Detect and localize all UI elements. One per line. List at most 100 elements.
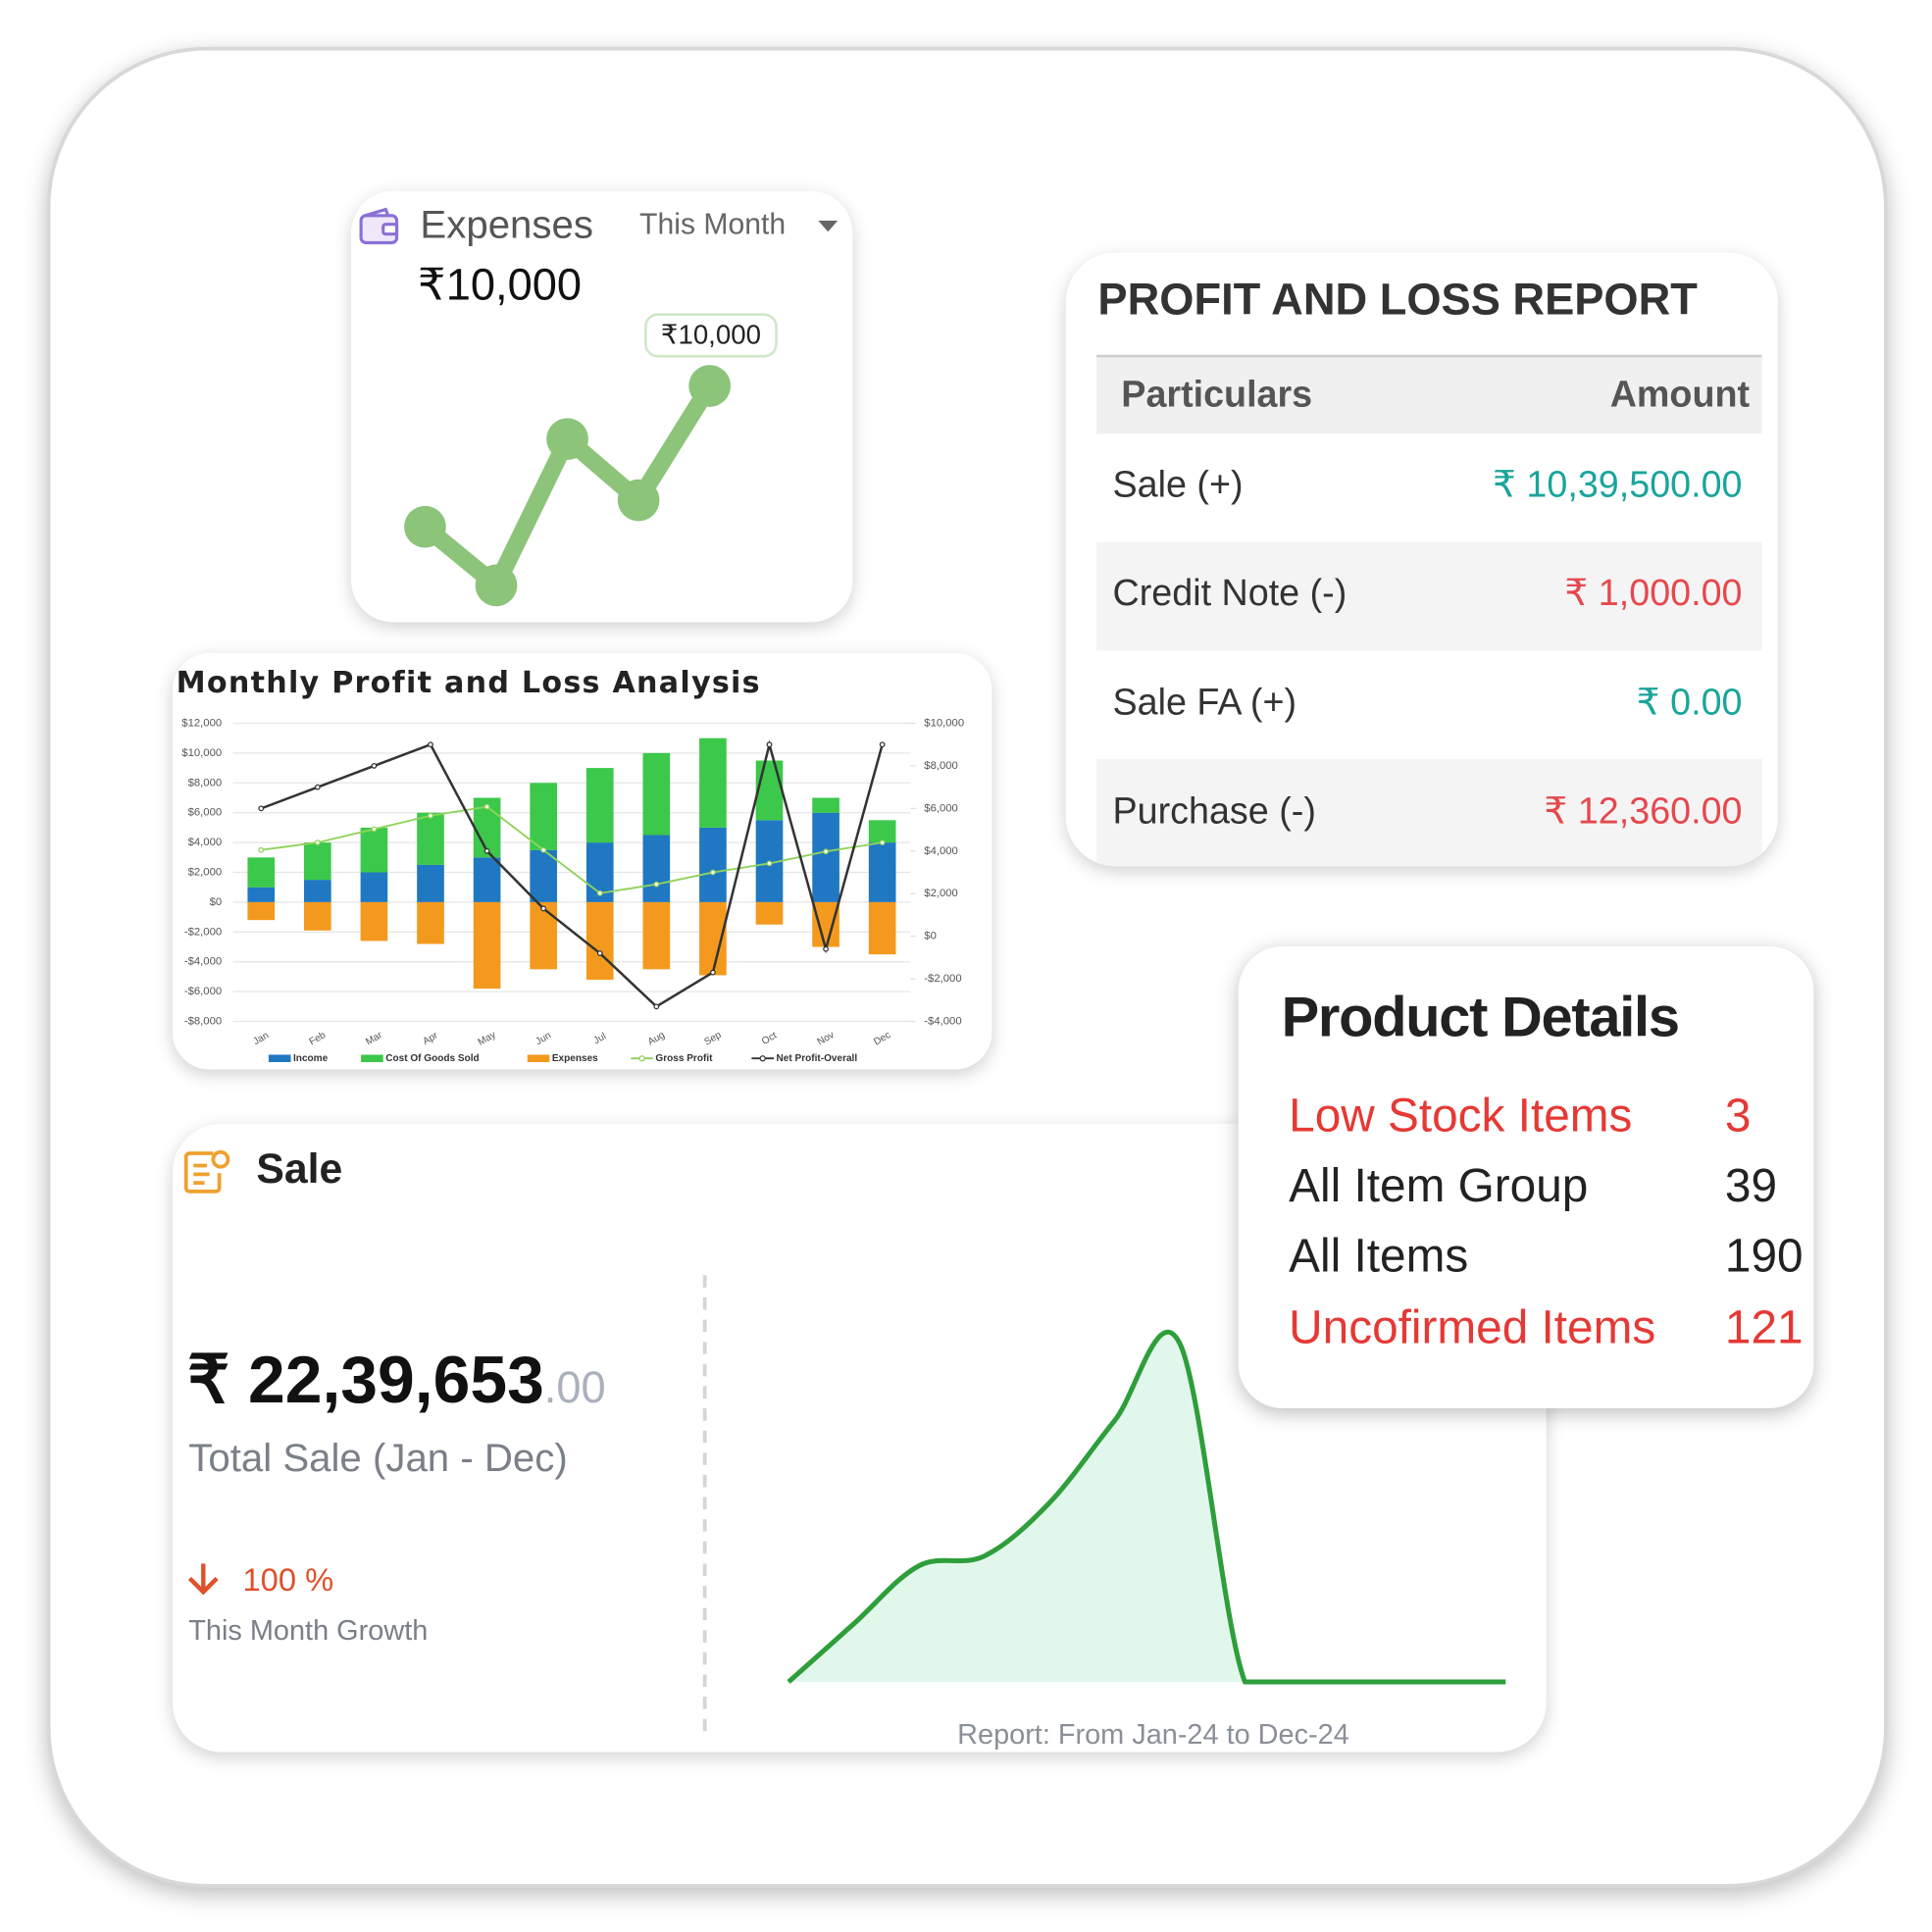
- bar: [247, 857, 276, 888]
- point: [258, 805, 265, 812]
- x-tick-label: Sep: [703, 1030, 724, 1048]
- point: [653, 1003, 660, 1010]
- item-value: 121: [1724, 1301, 1804, 1354]
- point: [617, 479, 660, 522]
- row-label: Purchase (-): [1112, 790, 1316, 833]
- y2-tick-label: $6,000: [924, 802, 958, 814]
- y2-tick-label: $2,000: [924, 888, 958, 899]
- point: [879, 839, 886, 846]
- expenses-card: ₹10,000 Expenses This Month ₹10,000: [351, 190, 853, 623]
- item-label[interactable]: Low Stock Items: [1289, 1090, 1633, 1143]
- y2-tick-label: -$4,000: [924, 1016, 961, 1028]
- sale-icon: [183, 1149, 230, 1194]
- x-tick-label: Nov: [816, 1030, 837, 1047]
- column-header: Particulars: [1121, 374, 1313, 416]
- annotation: ₹10,000: [661, 319, 761, 349]
- y2-tick-label: $10,000: [924, 717, 964, 729]
- chart-caption: Report: From Jan-24 to Dec-24: [957, 1719, 1349, 1751]
- sale-total: ₹ 22,39,653.00: [187, 1341, 606, 1418]
- point: [596, 890, 603, 896]
- point: [710, 869, 716, 876]
- sparkline: ₹10,000: [404, 313, 778, 607]
- x-tick-label: Aug: [646, 1030, 667, 1047]
- monthly-chart: Monthly Profit and Loss Analysis -$8,000 -…: [177, 666, 964, 1064]
- y-tick-label: $10,000: [181, 747, 222, 759]
- y-tick-label: -$8,000: [184, 1016, 222, 1028]
- column-header: Amount: [1609, 374, 1751, 416]
- point: [483, 803, 490, 810]
- bar: [642, 901, 671, 970]
- y-tick-label: -$6,000: [184, 986, 222, 997]
- x-tick-label: Jan: [252, 1030, 272, 1047]
- bar: [530, 901, 557, 970]
- row-amount: ₹ 1,000.00: [1564, 573, 1743, 614]
- product-card: Product Details Low Stock Items 3 All It…: [1238, 945, 1814, 1409]
- point: [596, 950, 603, 956]
- y-tick-label: $6,000: [188, 807, 223, 819]
- expense-amount: ₹10,000: [417, 258, 583, 310]
- wallet-icon: [359, 207, 399, 245]
- point: [371, 826, 378, 833]
- line: [416, 377, 719, 594]
- bar: [812, 812, 839, 902]
- bar: [417, 901, 444, 944]
- bar: [417, 864, 444, 902]
- bar: [755, 901, 784, 925]
- bar: [642, 752, 671, 836]
- bar: [699, 827, 727, 902]
- period-selector[interactable]: This Month: [639, 208, 787, 242]
- bar: [473, 901, 501, 990]
- point: [404, 505, 446, 548]
- point: [653, 881, 660, 888]
- x-tick-label: Feb: [308, 1030, 329, 1047]
- bar: [642, 835, 671, 902]
- bar: [304, 842, 331, 881]
- bar: [360, 872, 388, 902]
- bar: [812, 901, 839, 947]
- legend-label: Income: [293, 1053, 329, 1064]
- point: [428, 812, 433, 819]
- point: [766, 741, 773, 748]
- point: [483, 847, 490, 854]
- row-label: Sale FA (+): [1112, 683, 1297, 724]
- x-tick-label: Oct: [760, 1030, 779, 1046]
- bar: [247, 887, 276, 902]
- y2-tick-label: $8,000: [924, 760, 958, 772]
- sale-amount: ₹ 22,39,653: [186, 1343, 544, 1417]
- item-label[interactable]: All Items: [1289, 1231, 1469, 1283]
- bar: [360, 827, 388, 873]
- dropdown-caret[interactable]: [818, 220, 839, 233]
- point: [475, 564, 518, 607]
- item-value: 39: [1724, 1160, 1778, 1213]
- bar: [755, 760, 784, 821]
- chart-title: Monthly Profit and Loss Analysis: [177, 666, 761, 700]
- card-title: Product Details: [1281, 984, 1680, 1049]
- sale-chart: Report: From Jan-24 to Dec-24: [702, 1275, 1506, 1751]
- item-value: 190: [1724, 1231, 1804, 1283]
- bar: [868, 820, 896, 843]
- y-tick-label: $12,000: [181, 717, 222, 729]
- x-tick-label: Apr: [422, 1030, 441, 1047]
- row-amount: ₹ 12,360.00: [1544, 790, 1743, 833]
- y-tick-label: -$2,000: [184, 926, 222, 938]
- bar: [530, 849, 557, 902]
- item-label[interactable]: All Item Group: [1289, 1160, 1589, 1213]
- point: [540, 905, 547, 912]
- item-label[interactable]: Uncofirmed Items: [1289, 1301, 1656, 1354]
- x-tick-label: May: [477, 1030, 498, 1048]
- y2-tick-label: $4,000: [924, 845, 958, 857]
- legend-swatch: [268, 1054, 291, 1062]
- y2-tick-label: -$2,000: [924, 973, 961, 985]
- x-tick-label: Jul: [592, 1031, 609, 1046]
- line: [261, 805, 883, 894]
- bar: [417, 812, 444, 865]
- point: [428, 741, 433, 748]
- point: [823, 848, 829, 855]
- point: [540, 846, 547, 853]
- y-tick-label: $4,000: [188, 837, 223, 848]
- sale-caption: Total Sale (Jan - Dec): [188, 1435, 568, 1480]
- legend-swatch: [638, 1055, 645, 1062]
- point: [879, 741, 886, 748]
- legend-swatch: [361, 1054, 383, 1062]
